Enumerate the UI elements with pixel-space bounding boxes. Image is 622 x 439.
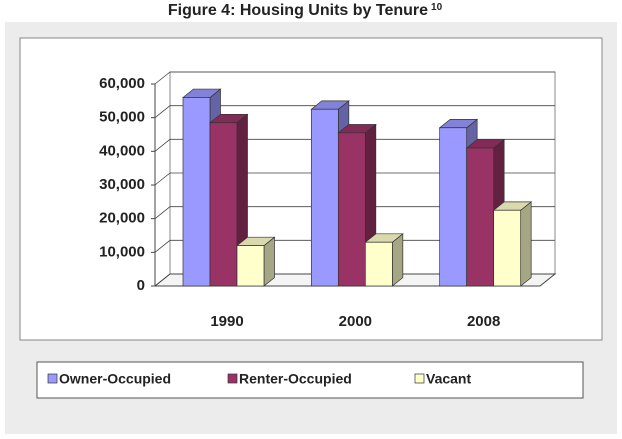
title-text: Figure 4: Housing Units by Tenure xyxy=(168,2,428,19)
x-tick-label: 2000 xyxy=(339,313,372,330)
y-tick-label: 30,000 xyxy=(99,176,145,193)
title-note: 10 xyxy=(431,2,443,13)
bar xyxy=(337,132,366,287)
x-tick-label: 1990 xyxy=(210,313,243,330)
y-tick-label: 10,000 xyxy=(99,243,145,260)
legend-swatch xyxy=(227,373,238,384)
grid-line xyxy=(154,138,555,152)
grid-line xyxy=(154,273,555,287)
bar xyxy=(439,127,468,287)
grid-line xyxy=(154,239,555,253)
grid-line xyxy=(154,206,555,219)
legend-label: Renter-Occupied xyxy=(239,371,352,387)
bar-side xyxy=(520,201,532,287)
bar xyxy=(182,97,211,287)
bar xyxy=(236,245,265,287)
grid-line xyxy=(154,172,555,186)
legend-swatch xyxy=(47,373,58,384)
y-tick-label: 60,000 xyxy=(99,75,145,92)
legend-label: Vacant xyxy=(426,371,471,387)
bar xyxy=(209,122,238,287)
bar xyxy=(493,209,522,287)
bar-side xyxy=(391,233,404,287)
x-tick-label: 2008 xyxy=(467,313,500,330)
grid-line xyxy=(154,105,555,118)
y-tick-label: 50,000 xyxy=(99,109,145,126)
chart-title: Figure 4: Housing Units by Tenure 10 xyxy=(168,2,443,20)
y-tick-label: 0 xyxy=(137,277,145,294)
y-tick-label: 40,000 xyxy=(99,142,145,159)
legend-swatch xyxy=(414,373,425,384)
grid-line xyxy=(154,71,555,85)
bar xyxy=(310,108,339,287)
bar xyxy=(466,147,495,287)
legend-label: Owner-Occupied xyxy=(59,371,171,387)
bar xyxy=(364,241,393,287)
y-tick-label: 20,000 xyxy=(99,210,145,227)
legend-box xyxy=(36,361,584,399)
